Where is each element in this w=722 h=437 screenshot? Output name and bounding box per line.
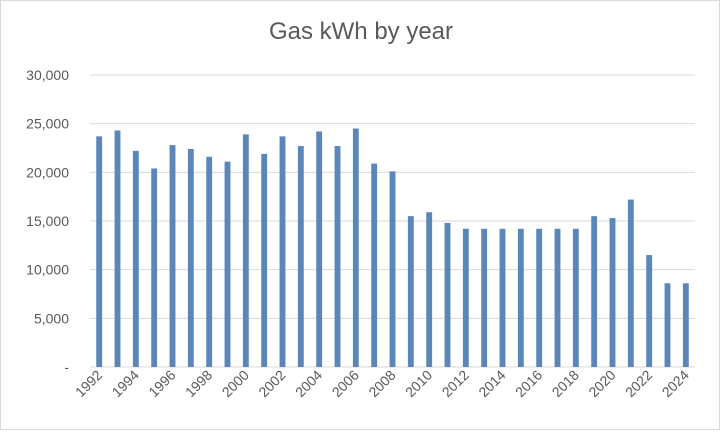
x-tick-label: 1992	[72, 367, 105, 400]
bar-2017	[554, 228, 561, 367]
x-tick-label: 2006	[329, 367, 362, 400]
bar-1996	[169, 145, 176, 367]
bar-1999	[224, 161, 231, 367]
x-tick-label: 2008	[365, 367, 398, 400]
bar-2011	[444, 222, 451, 367]
bar-1994	[132, 150, 139, 367]
bar-2006	[352, 128, 359, 367]
bar-2015	[517, 228, 524, 367]
bar-2021	[627, 199, 634, 367]
bar-2000	[242, 134, 249, 367]
bar-2005	[334, 146, 341, 367]
bar-2018	[572, 228, 579, 367]
y-tick-label: 30,000	[26, 67, 69, 83]
bar-2008	[389, 171, 396, 367]
bar-2020	[609, 218, 616, 367]
bar-1992	[96, 136, 103, 367]
bar-1998	[206, 156, 213, 367]
x-tick-label: 2012	[439, 367, 472, 400]
x-tick-label: 2000	[219, 367, 252, 400]
x-tick-label: 2020	[585, 367, 618, 400]
bar-2001	[261, 153, 268, 367]
bar-2010	[426, 212, 433, 367]
bar-1993	[114, 130, 121, 367]
y-tick-label: 5,000	[34, 310, 69, 326]
x-tick-label: 1998	[182, 367, 215, 400]
bars	[96, 128, 689, 367]
bar-2022	[646, 255, 653, 367]
bar-2013	[481, 228, 488, 367]
bar-2024	[682, 283, 689, 367]
x-tick-label: 2024	[659, 367, 692, 400]
y-axis-labels: - 5,000 10,000 15,000 20,000 25,000 30,000	[26, 67, 69, 375]
x-tick-label: 1996	[145, 367, 178, 400]
bar-2004	[316, 131, 323, 367]
bar-2003	[297, 146, 304, 367]
bar-2009	[407, 216, 414, 367]
x-axis-labels: 1992 1994 1996 1998 2000 2002 2004 2006 2008 2010…	[72, 367, 692, 400]
x-tick-label: 2002	[255, 367, 288, 400]
y-tick-label: -	[64, 359, 69, 375]
bar-2016	[536, 228, 543, 367]
x-tick-label: 2018	[549, 367, 582, 400]
bar-2019	[591, 216, 598, 367]
y-tick-label: 15,000	[26, 213, 69, 229]
y-tick-label: 25,000	[26, 116, 69, 132]
bar-1995	[151, 168, 158, 367]
x-tick-label: 2004	[292, 367, 325, 400]
x-tick-label: 2010	[402, 367, 435, 400]
chart-title: Gas kWh by year	[268, 18, 454, 45]
bar-2002	[279, 136, 286, 367]
x-tick-label: 1994	[109, 367, 142, 400]
x-tick-label: 2014	[475, 367, 508, 400]
y-tick-label: 20,000	[26, 164, 69, 180]
bar-2014	[499, 228, 506, 367]
bar-2007	[371, 163, 378, 367]
x-tick-label: 2016	[512, 367, 545, 400]
bar-1997	[187, 148, 194, 367]
x-tick-label: 2022	[622, 367, 655, 400]
y-tick-label: 10,000	[26, 262, 69, 278]
bar-2023	[664, 283, 671, 367]
bar-2012	[462, 228, 469, 367]
